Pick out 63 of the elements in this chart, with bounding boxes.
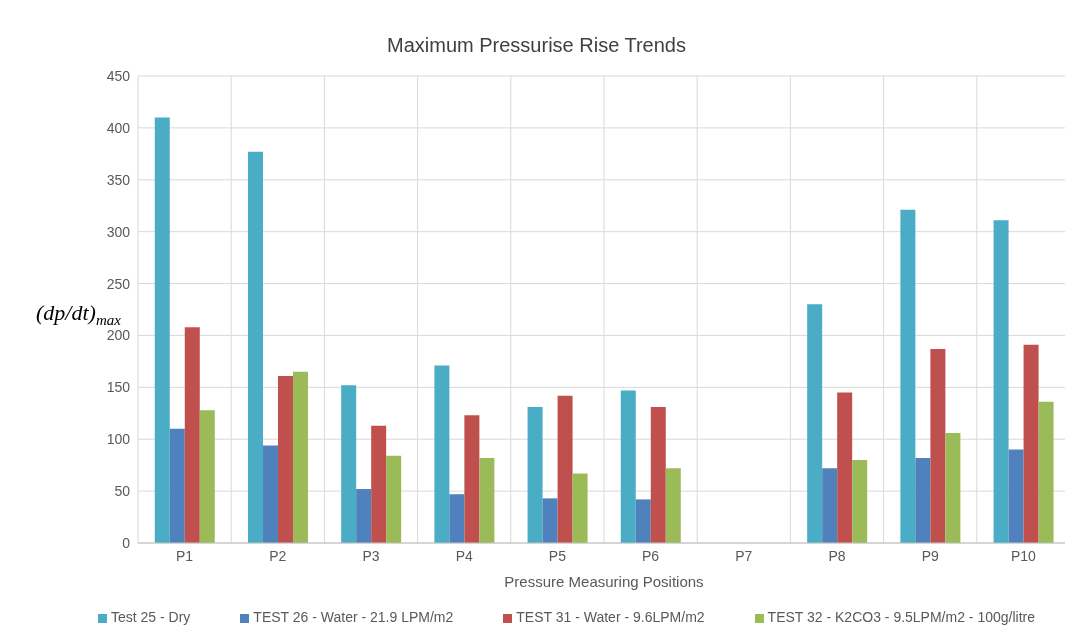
bar [169,428,185,543]
y-tick-label: 250 [106,275,131,292]
y-tick-label: 150 [106,379,131,396]
bar [199,410,215,543]
bar [1023,344,1039,543]
bar [650,407,666,543]
y-tick-label: 450 [106,67,131,84]
bar [464,415,480,543]
bar [807,304,823,543]
bar [993,220,1009,543]
chart-title: Maximum Pressurise Rise Trends [386,34,687,57]
bar [154,117,170,543]
legend-label: TEST 32 - K2CO3 - 9.5LPM/m2 - 100g/litre [767,609,1035,625]
legend-label: TEST 26 - Water - 21.9 LPM/m2 [253,609,454,625]
y-tick-label: 50 [114,483,131,500]
bar [262,445,278,543]
x-tick-label: P10 [1010,547,1037,564]
bar [341,385,357,543]
bar [292,371,308,543]
x-tick-label: P1 [176,547,194,564]
bar [434,365,450,543]
bar [635,499,651,543]
bar [371,425,387,543]
bar [900,209,916,543]
bar [527,407,543,543]
y-tick-label: 200 [106,327,131,344]
bar [945,433,961,543]
bar [620,390,636,543]
bar [542,498,558,543]
bar [1008,449,1024,543]
bar [1038,401,1054,543]
y-axis-title: (dp/dt)$_{max}$ [36,299,122,327]
bar [356,489,372,543]
bar [557,395,573,543]
bar [184,327,200,543]
bar [572,473,588,543]
bar [822,468,838,543]
x-tick-label: P3 [362,547,380,564]
bar [247,151,263,543]
bar [915,457,931,543]
legend-label: TEST 31 - Water - 9.6LPM/m2 [516,609,705,625]
y-tick-label: 400 [106,119,131,136]
y-tick-label: 350 [106,171,131,188]
x-tick-label: P7 [735,547,753,564]
bar [386,455,402,543]
x-tick-label: P2 [269,547,287,564]
legend-label: Test 25 - Dry [111,609,191,625]
bar [277,375,293,543]
bar [852,459,868,543]
x-tick-label: P8 [828,547,846,564]
bar [930,348,946,543]
bar [837,392,853,543]
y-tick-label: 0 [122,534,131,551]
x-tick-label: P6 [642,547,660,564]
bar [449,494,465,543]
x-tick-label: P9 [921,547,939,564]
bar [479,457,495,543]
x-tick-label: P5 [548,547,567,564]
x-axis-title: Pressure Measuring Positions [504,573,704,590]
y-tick-label: 300 [106,223,131,240]
x-tick-label: P4 [455,547,473,564]
bar [665,468,681,543]
y-tick-label: 100 [106,431,131,448]
